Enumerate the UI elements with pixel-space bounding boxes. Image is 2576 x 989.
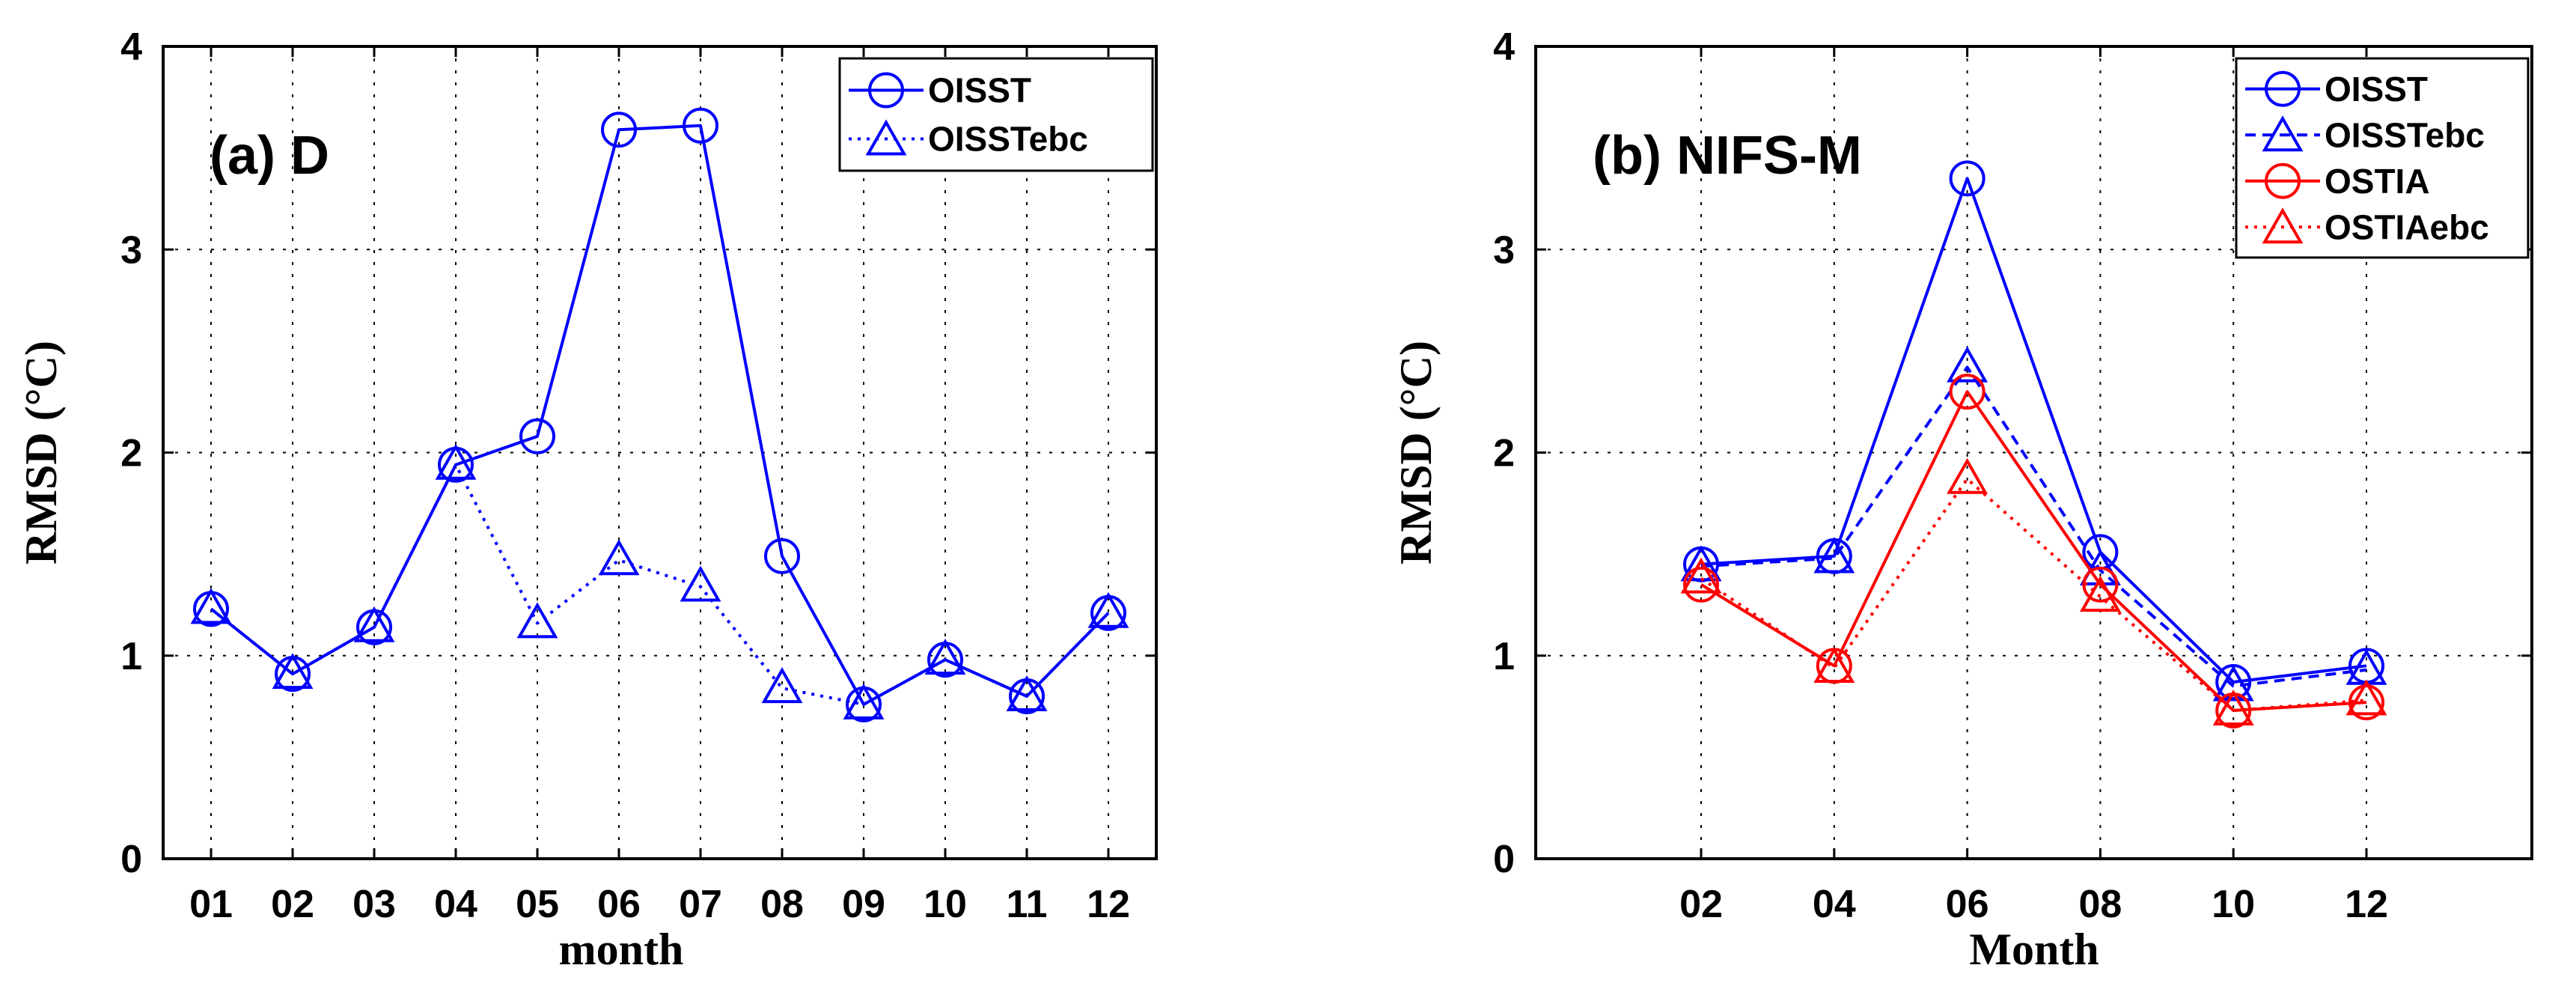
data-point-ostiaebc-06 bbox=[1947, 457, 1989, 494]
x-tick-label: 07 bbox=[679, 883, 722, 926]
data-point-oisstebc-08 bbox=[761, 667, 803, 704]
legend-marker-oisstebc bbox=[2262, 115, 2304, 152]
x-tick-label: 01 bbox=[189, 883, 233, 926]
data-point-oisstebc-03 bbox=[353, 606, 395, 642]
legend-label-oisst: OISST bbox=[2325, 70, 2428, 109]
data-point-oisstebc-10 bbox=[924, 639, 966, 675]
series-ostia bbox=[1683, 374, 2384, 728]
x-axis-label: month bbox=[559, 925, 684, 974]
series-line-oisst bbox=[210, 124, 1110, 706]
data-point-ostia-02 bbox=[1683, 566, 1719, 603]
data-point-oisstebc-06 bbox=[1947, 346, 1989, 383]
y-tick-label: 0 bbox=[1493, 838, 1515, 881]
legend-marker-oisstebc bbox=[865, 119, 907, 156]
data-point-ostia-12 bbox=[2348, 684, 2384, 721]
x-tick-label: 12 bbox=[2345, 883, 2388, 926]
legend-label-ostiaebc: OSTIAebc bbox=[2325, 207, 2489, 246]
series-line-oisstebc bbox=[210, 463, 1110, 706]
x-tick-label: 06 bbox=[597, 883, 641, 926]
y-tick-label: 3 bbox=[120, 228, 142, 272]
data-point-ostiaebc-02 bbox=[1680, 557, 1722, 594]
x-tick-label: 10 bbox=[924, 883, 967, 926]
data-point-oisst-06 bbox=[1949, 160, 1986, 197]
x-tick-label: 02 bbox=[271, 883, 314, 926]
data-point-oisstebc-04 bbox=[1813, 537, 1855, 573]
data-point-oisst-07 bbox=[683, 107, 718, 144]
data-point-oisstebc-07 bbox=[680, 565, 721, 602]
series-oisstebc bbox=[190, 443, 1129, 719]
data-point-oisstebc-05 bbox=[516, 602, 558, 639]
data-point-oisst-06 bbox=[601, 112, 637, 148]
legend-marker-ostiaebc bbox=[2262, 207, 2304, 244]
data-point-oisstebc-12 bbox=[1087, 591, 1129, 628]
series-line-ostia bbox=[1700, 390, 2367, 712]
series-line-ostiaebc bbox=[1700, 477, 2367, 712]
x-tick-label: 08 bbox=[760, 883, 804, 926]
x-tick-label: 04 bbox=[1813, 883, 1856, 926]
x-tick-label: 04 bbox=[434, 883, 477, 926]
data-point-ostia-06 bbox=[1949, 374, 1986, 410]
data-point-ostiaebc-12 bbox=[2345, 679, 2387, 716]
data-point-oisstebc-11 bbox=[1006, 675, 1048, 711]
legend-marker-oisst bbox=[2265, 70, 2301, 107]
legend-label-oisstebc: OISSTebc bbox=[2325, 115, 2485, 154]
legend-label-oisst: OISST bbox=[928, 71, 1031, 110]
x-tick-label: 02 bbox=[1679, 883, 1723, 926]
y-tick-label: 4 bbox=[1493, 25, 1515, 69]
data-point-ostia-08 bbox=[2082, 566, 2119, 603]
panel-title: (a) D bbox=[210, 126, 329, 186]
x-tick-label: 06 bbox=[1946, 883, 1989, 926]
data-point-ostiaebc-04 bbox=[1813, 646, 1855, 684]
x-tick-label: 05 bbox=[516, 883, 559, 926]
legend-marker-oisst bbox=[868, 72, 904, 109]
data-point-oisstebc-04 bbox=[435, 443, 477, 480]
legend-marker-ostia bbox=[2265, 162, 2301, 199]
legend-box bbox=[2235, 57, 2530, 259]
legend: OISST OISSTebc bbox=[838, 57, 1154, 172]
y-tick-label: 1 bbox=[120, 635, 142, 678]
legend-label-ostia: OSTIA bbox=[2325, 162, 2430, 201]
legend-label-oisstebc: OISSTebc bbox=[928, 120, 1088, 159]
x-tick-label: 12 bbox=[1087, 883, 1130, 926]
y-tick-label: 2 bbox=[1493, 432, 1515, 475]
y-axis-label: RMSD (°C) bbox=[16, 341, 66, 565]
y-tick-label: 0 bbox=[120, 838, 142, 881]
x-tick-label: 03 bbox=[352, 883, 396, 926]
data-point-oisstebc-01 bbox=[190, 588, 232, 624]
y-tick-label: 1 bbox=[1493, 635, 1515, 678]
x-tick-label: 11 bbox=[1007, 883, 1048, 926]
y-tick-label: 2 bbox=[120, 432, 142, 475]
series-line-oisst bbox=[1700, 177, 2367, 684]
series-oisst bbox=[193, 107, 1126, 722]
legend-box bbox=[838, 57, 1154, 172]
data-point-oisstebc-10 bbox=[2212, 665, 2254, 702]
data-point-ostiaebc-08 bbox=[2079, 576, 2121, 612]
data-point-oisstebc-06 bbox=[598, 539, 640, 576]
data-point-ostiaebc-10 bbox=[2212, 689, 2254, 725]
y-axis-label: RMSD (°C) bbox=[1391, 341, 1441, 565]
data-point-oisst-05 bbox=[519, 418, 555, 454]
series-line-oisstebc bbox=[1700, 365, 2367, 688]
x-tick-label: 08 bbox=[2078, 883, 2122, 926]
data-point-oisstebc-09 bbox=[843, 683, 885, 719]
series-ostiaebc bbox=[1680, 457, 2387, 725]
x-axis-label: Month bbox=[1969, 925, 2099, 974]
x-tick-label: 10 bbox=[2212, 883, 2255, 926]
legend: OISST OISSTebc OSTIA OSTIAebc bbox=[2235, 57, 2530, 259]
y-tick-label: 3 bbox=[1493, 228, 1515, 272]
y-tick-label: 4 bbox=[120, 25, 142, 69]
x-tick-label: 09 bbox=[842, 883, 885, 926]
series-oisstebc bbox=[1680, 346, 2387, 702]
panel-title: (b) NIFS-M bbox=[1593, 126, 1862, 186]
data-point-oisstebc-02 bbox=[272, 653, 314, 690]
data-point-oisst-08 bbox=[764, 538, 800, 574]
